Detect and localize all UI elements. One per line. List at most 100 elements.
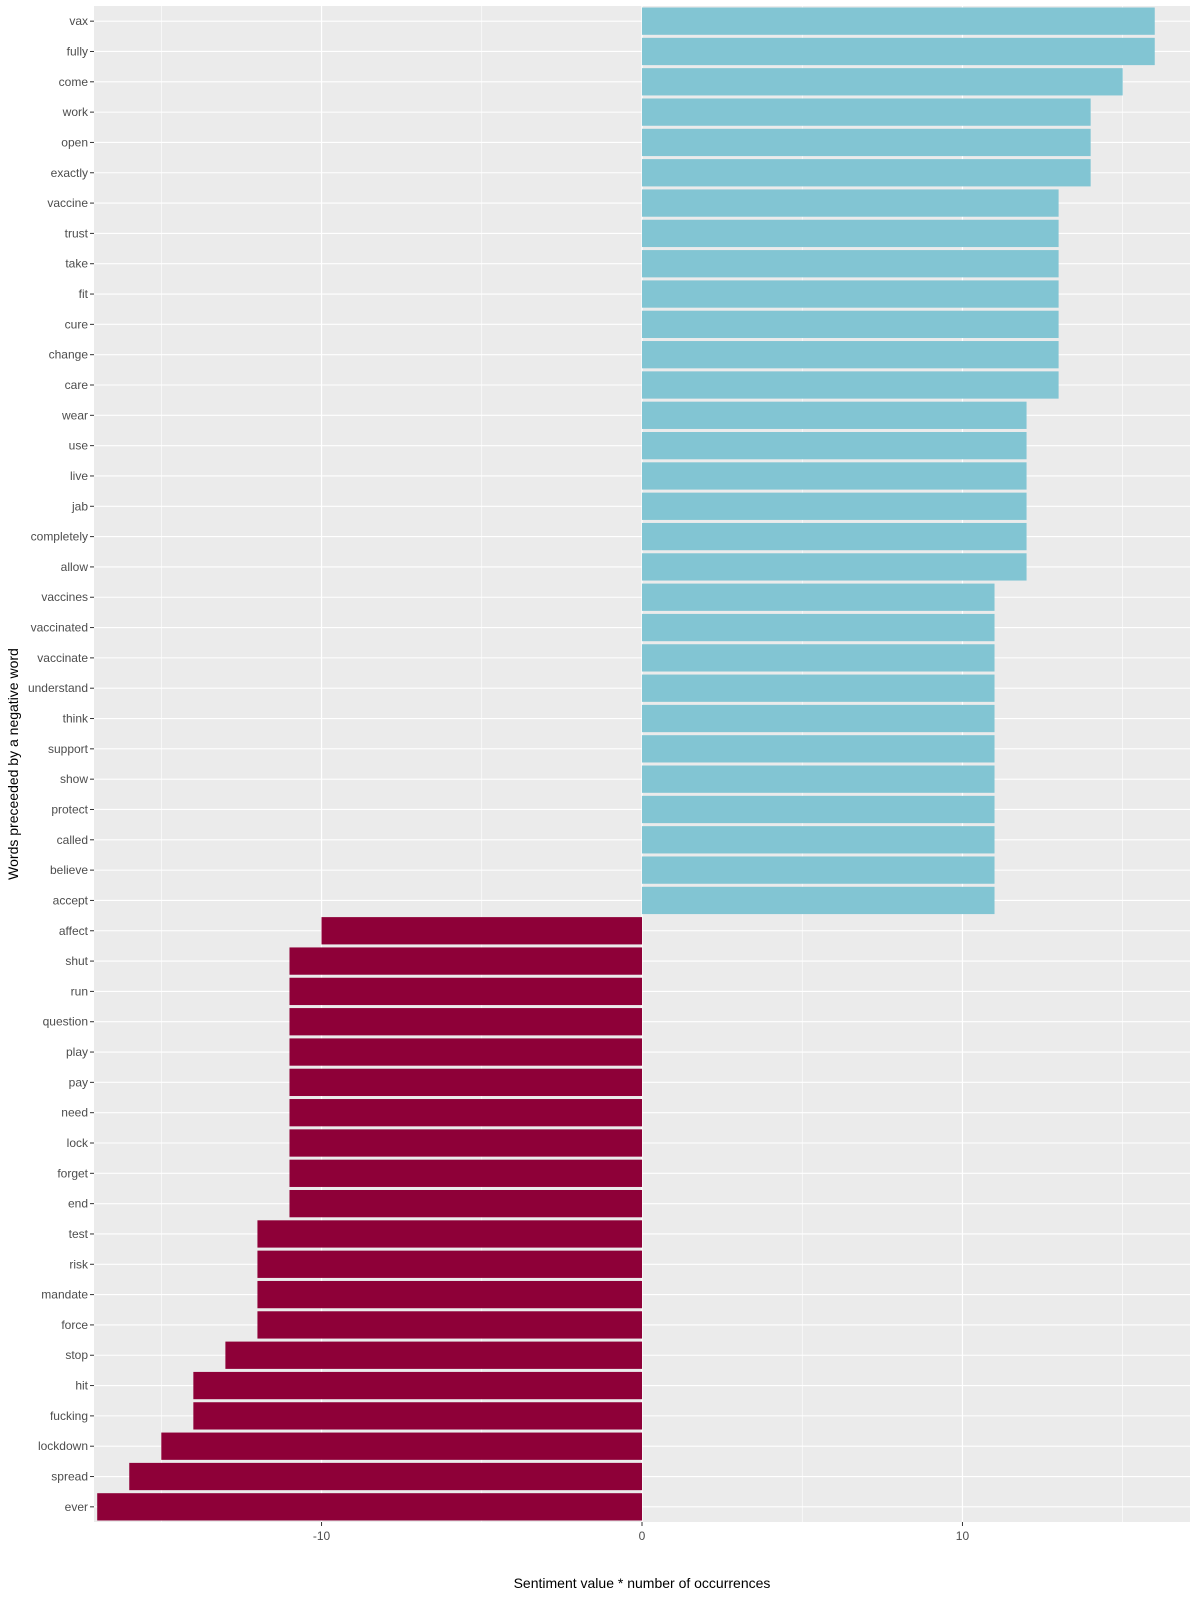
bar-shut [289,947,642,975]
y-tick-label: show [60,772,88,786]
bar-test [257,1220,642,1248]
y-tick-label: open [61,135,88,149]
bar-vax [642,7,1155,35]
bar-vaccinated [642,613,995,642]
y-tick-label: support [48,742,89,756]
bar-force [257,1311,642,1339]
bar-spread [129,1462,642,1491]
y-tick-label: test [69,1227,89,1241]
y-tick-label: vaccine [47,196,88,210]
y-tick-label: allow [61,560,89,574]
y-tick-label: wear [61,408,88,422]
bar-come [642,68,1123,96]
y-tick-label: understand [28,681,88,695]
y-tick-label: live [70,469,88,483]
bar-lockdown [161,1432,642,1460]
y-tick-label: believe [50,863,88,877]
bar-affect [321,917,642,945]
y-tick-label: exactly [51,166,88,180]
y-tick-label: play [66,1045,88,1059]
y-tick-label: vax [69,14,88,28]
bar-change [642,341,1059,369]
y-tick-label: change [49,348,89,362]
bar-allow [642,553,1027,581]
y-tick-label: accept [53,893,89,907]
bar-question [289,1008,642,1036]
x-axis: -10 0 10 [313,1522,969,1543]
y-tick-label: run [71,984,88,998]
y-tick-label: question [43,1015,88,1029]
x-axis-title: Sentiment value * number of occurrences [514,1575,771,1591]
y-tick-label: need [61,1106,88,1120]
y-tick-label: ever [65,1500,88,1514]
bar-completely [642,522,1027,551]
bar-lock [289,1129,642,1157]
bar-vaccine [642,189,1059,217]
y-tick-label: take [65,257,88,271]
bar-cure [642,310,1059,339]
bar-pay [289,1068,642,1097]
bar-play [289,1038,642,1066]
y-tick-label: fucking [50,1409,88,1423]
bar-support [642,735,995,763]
y-tick-label: fully [67,44,88,58]
y-tick-label: use [69,439,89,453]
bar-jab [642,492,1027,520]
bar-vaccines [642,583,995,611]
y-tick-label: called [57,833,88,847]
bar-end [289,1189,642,1218]
y-tick-label: end [68,1197,88,1211]
y-tick-label: stop [65,1348,88,1362]
bar-care [642,371,1059,399]
bar-fucking [193,1402,642,1430]
y-tick-label: vaccinated [31,621,88,635]
x-tick-label: 0 [639,1529,646,1543]
y-tick-label: mandate [41,1288,88,1302]
bar-use [642,431,1027,460]
y-tick-label: lock [67,1136,89,1150]
bar-think [642,704,995,733]
bar-live [642,462,1027,490]
bar-forget [289,1159,642,1187]
y-tick-label: work [62,105,89,119]
y-tick-label: vaccinate [37,651,88,665]
y-tick-label: pay [69,1075,88,1089]
y-tick-label: shut [65,954,88,968]
y-tick-label: risk [69,1257,89,1271]
y-tick-label: come [59,75,89,89]
y-tick-label: cure [65,317,89,331]
y-axis: vax fully come work open exactly vaccine trust t… [28,14,94,1514]
y-axis-title: Words preceeded by a negative word [5,648,21,880]
bar-protect [642,795,995,824]
y-tick-label: affect [59,924,89,938]
bar-exactly [642,159,1091,187]
y-tick-label: lockdown [38,1439,88,1453]
bar-work [642,98,1091,126]
bar-fit [642,280,1059,308]
bar-show [642,765,995,793]
y-tick-label: spread [51,1470,88,1484]
bar-ever [97,1493,642,1521]
bar-take [642,250,1059,278]
bar-called [642,826,995,854]
bar-hit [193,1371,642,1400]
x-tick-label: -10 [313,1529,331,1543]
bar-need [289,1099,642,1127]
y-tick-label: forget [57,1166,88,1180]
bar-run [289,977,642,1006]
bar-risk [257,1250,642,1278]
y-tick-label: completely [31,530,88,544]
y-tick-label: trust [65,226,89,240]
y-tick-label: vaccines [41,590,88,604]
y-tick-label: jab [71,499,88,513]
bar-stop [225,1341,642,1369]
y-tick-label: think [63,712,89,726]
bar-accept [642,886,995,915]
bar-fully [642,37,1155,66]
bar-mandate [257,1280,642,1309]
y-tick-label: care [65,378,89,392]
bar-understand [642,674,995,702]
y-tick-label: hit [75,1379,88,1393]
